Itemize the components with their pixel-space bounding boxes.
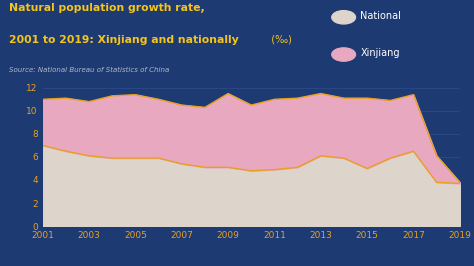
Text: Source: National Bureau of Statistics of China: Source: National Bureau of Statistics of…: [9, 66, 170, 73]
Text: Natural population growth rate,: Natural population growth rate,: [9, 3, 205, 13]
Text: Xinjiang: Xinjiang: [360, 48, 400, 58]
Text: National: National: [360, 11, 401, 21]
Text: (‰): (‰): [265, 35, 292, 45]
Text: 2001 to 2019: Xinjiang and nationally: 2001 to 2019: Xinjiang and nationally: [9, 35, 239, 45]
